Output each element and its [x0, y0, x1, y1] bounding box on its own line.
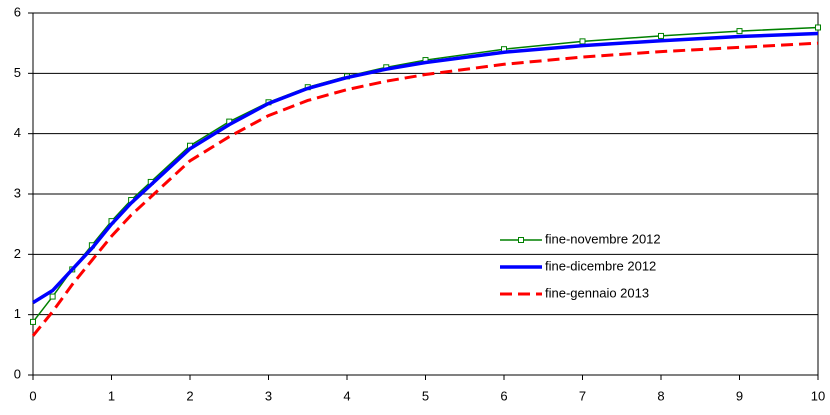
x-tick-label: 1 — [108, 388, 115, 403]
y-tick-label: 1 — [14, 306, 21, 321]
y-tick-label: 6 — [14, 4, 21, 19]
x-tick-label: 8 — [657, 388, 664, 403]
y-tick-label: 0 — [14, 366, 21, 381]
series-marker — [658, 32, 664, 39]
legend-label: fine-novembre 2012 — [545, 231, 661, 246]
legend-label: fine-dicembre 2012 — [545, 258, 656, 273]
series-marker — [49, 293, 56, 300]
x-tick-label: 9 — [736, 388, 743, 403]
x-tick-label: 0 — [29, 388, 36, 403]
y-tick-label: 5 — [14, 65, 21, 80]
series-marker — [30, 318, 36, 325]
x-tick-label: 3 — [265, 388, 272, 403]
series-line — [32, 26, 819, 323]
legend-marker — [518, 237, 524, 243]
y-tick-label: 2 — [14, 246, 21, 261]
x-tick-label: 4 — [343, 388, 350, 403]
x-tick-label: 5 — [422, 388, 429, 403]
x-tick-label: 2 — [186, 388, 193, 403]
series-line — [32, 31, 819, 305]
x-tick-label: 7 — [579, 388, 586, 403]
x-tick-label: 6 — [500, 388, 507, 403]
series-marker — [815, 24, 821, 31]
series-marker — [579, 38, 586, 45]
series-line — [31, 41, 819, 337]
y-tick-label: 4 — [14, 125, 21, 140]
legend-label: fine-gennaio 2013 — [545, 285, 649, 300]
y-tick-label: 3 — [14, 185, 21, 200]
series-marker — [736, 28, 743, 35]
x-tick-label: 10 — [811, 388, 825, 403]
